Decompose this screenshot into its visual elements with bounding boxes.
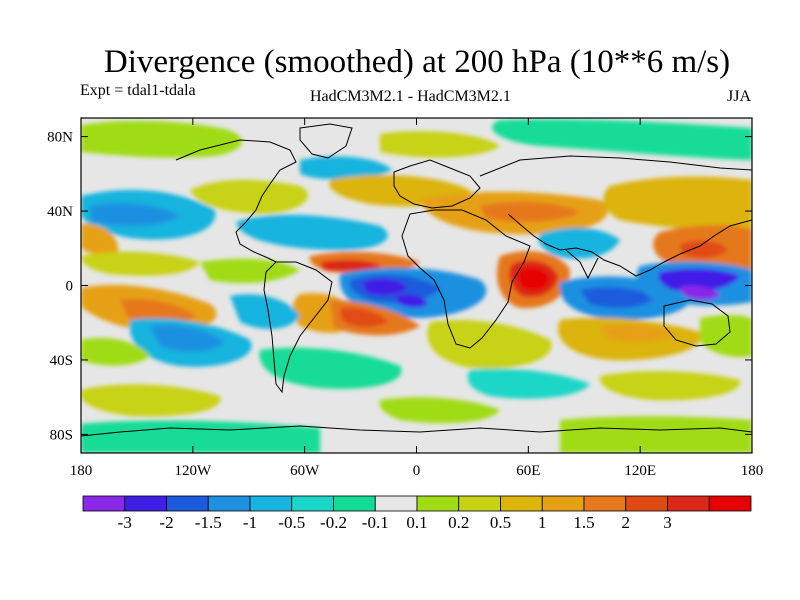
field-blob — [230, 294, 300, 329]
field-blob — [492, 119, 752, 160]
coastline-europe — [393, 159, 481, 209]
colorbar-swatch — [667, 495, 710, 512]
coastline-india — [565, 249, 599, 280]
colorbar-label: 1.5 — [573, 513, 594, 532]
lon-tick-label: 60W — [290, 463, 320, 479]
colorbar-swatch — [166, 495, 209, 512]
colorbar-swatch — [374, 495, 418, 512]
axis-ticks: 80N 40N 0 40S 80S 180 120W 60W 0 60E 120E 180 — [47, 118, 763, 479]
field-blob — [600, 324, 676, 343]
field-blob — [427, 320, 552, 369]
colorbar-swatch — [583, 495, 627, 512]
lon-tick-label: 180 — [741, 463, 764, 479]
colorbar-swatch — [124, 495, 167, 512]
chart-title: Divergence (smoothed) at 200 hPa (10**6 … — [103, 44, 731, 80]
colorbar-swatch — [207, 495, 251, 512]
colorbar-label: -2 — [159, 513, 173, 532]
coastline-africa — [401, 209, 531, 349]
colorbar-label: 0.5 — [490, 513, 511, 532]
coastline-antarctica — [81, 425, 752, 437]
lon-tick-label: 0 — [413, 463, 421, 479]
field-blob — [150, 324, 224, 352]
field-blob — [120, 298, 196, 324]
coastline-north-america — [175, 139, 297, 263]
colorbar-swatch — [500, 495, 543, 512]
colorbar-label: 0.1 — [406, 513, 427, 532]
field-blob — [599, 371, 741, 401]
season-label: JJA — [727, 88, 752, 105]
field-blob — [340, 307, 388, 328]
colorbar-label: 1 — [538, 513, 547, 532]
field-blob — [236, 214, 388, 251]
colorbar-swatch — [291, 495, 334, 512]
field-blob — [81, 384, 221, 417]
field-blob — [81, 337, 150, 366]
field-blob — [658, 268, 740, 292]
colorbar-label: 2 — [622, 513, 631, 532]
colorbar-label: -3 — [118, 513, 132, 532]
colorbar-swatch — [82, 495, 126, 512]
colorbar-label: -1.5 — [195, 513, 222, 532]
field-blob — [560, 416, 752, 453]
colorbar-label: -0.1 — [362, 513, 389, 532]
field-blob — [517, 267, 550, 290]
coastline-greenland — [299, 123, 353, 159]
lon-tick-label: 120E — [624, 463, 656, 479]
colorbar-swatch — [458, 495, 501, 512]
colorbar-swatch — [249, 495, 293, 512]
colorbar-label: 0.2 — [448, 513, 469, 532]
field-blob — [680, 285, 720, 300]
lat-tick-label: 0 — [66, 279, 74, 295]
lat-tick-label: 80S — [50, 427, 73, 443]
field-blob — [81, 223, 119, 255]
field-blob — [603, 176, 752, 231]
lon-tick-label: 180 — [70, 463, 93, 479]
colorbar: -3 -2 -1.5 -1 -0.5 -0.2 -0.1 0.1 0.2 0.5 1 1.5 2 3 — [82, 495, 752, 532]
colorbar-swatch — [708, 495, 752, 512]
field-blob — [81, 251, 200, 276]
colorbar-swatch — [333, 495, 376, 512]
field-blob — [81, 120, 242, 158]
field-blob — [580, 287, 656, 308]
lat-tick-label: 40S — [50, 353, 73, 369]
coastlines — [81, 123, 752, 437]
field-blob — [362, 278, 408, 296]
colorbar-swatch — [625, 495, 668, 512]
lat-tick-label: 80N — [47, 130, 73, 146]
field-blob — [81, 420, 320, 453]
field-blob — [90, 203, 180, 226]
field-blob — [396, 294, 428, 308]
field-blob — [680, 240, 728, 259]
field-layer — [81, 118, 752, 453]
lon-tick-label: 60E — [516, 463, 540, 479]
experiment-label: Expt = tdal1-tdala — [80, 82, 196, 99]
field-blob — [480, 201, 580, 222]
colorbar-label: -0.2 — [320, 513, 347, 532]
colorbar-label: 3 — [663, 513, 672, 532]
field-blob — [259, 347, 402, 389]
coastline-australia — [663, 299, 731, 347]
field-blob — [538, 227, 620, 259]
field-blob — [190, 179, 308, 214]
model-label: HadCM3M2.1 - HadCM3M2.1 — [310, 88, 511, 105]
field-blob — [200, 258, 300, 284]
field-blob — [320, 259, 382, 272]
field-blob — [379, 397, 500, 424]
colorbar-label: -0.5 — [278, 513, 305, 532]
coastline-south-america — [263, 261, 333, 394]
colorbar-swatch — [416, 495, 460, 512]
lon-tick-label: 120W — [174, 463, 212, 479]
field-blob — [467, 368, 590, 399]
lat-tick-label: 40N — [47, 204, 73, 220]
coastline-asia — [479, 155, 752, 277]
field-blob — [300, 156, 392, 180]
field-blobs — [81, 119, 752, 453]
field-blob — [380, 131, 500, 158]
colorbar-label: -1 — [243, 513, 257, 532]
colorbar-swatch — [541, 495, 585, 512]
